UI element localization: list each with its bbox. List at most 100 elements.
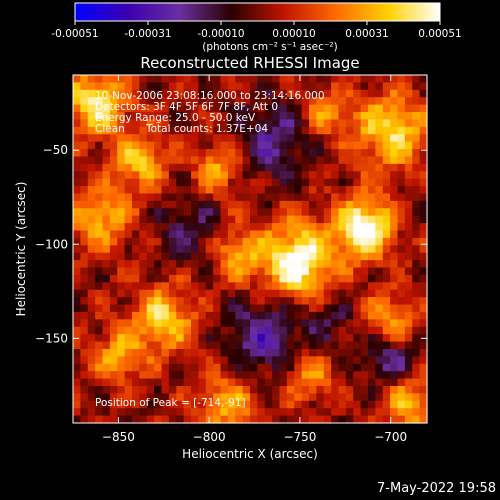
heatmap-cell xyxy=(316,334,325,343)
heatmap-cell xyxy=(191,297,199,306)
heatmap-cell xyxy=(146,215,155,224)
heatmap-cell xyxy=(301,348,310,357)
heatmap-cell xyxy=(205,252,214,261)
heatmap-cell xyxy=(205,89,214,98)
heatmap-cell xyxy=(419,215,428,224)
heatmap-cell xyxy=(279,348,288,357)
heatmap-cell xyxy=(272,215,281,224)
heatmap-cell xyxy=(301,119,310,128)
heatmap-cell xyxy=(250,311,258,320)
heatmap-cell xyxy=(331,223,340,232)
heatmap-cell xyxy=(412,400,421,409)
heatmap-cell xyxy=(279,163,288,172)
heatmap-cell xyxy=(294,393,303,402)
heatmap-cell xyxy=(109,141,118,150)
heatmap-cell xyxy=(375,141,384,150)
heatmap-cell xyxy=(213,378,222,387)
heatmap-cell xyxy=(294,104,303,113)
heatmap-cell xyxy=(345,134,354,143)
heatmap-cell xyxy=(117,104,126,113)
heatmap-cell xyxy=(132,297,140,306)
heatmap-cell xyxy=(220,326,229,335)
heatmap-cell xyxy=(227,171,236,180)
heatmap-cell xyxy=(235,97,244,106)
heatmap-cell xyxy=(80,334,89,343)
heatmap-cell xyxy=(198,193,207,202)
heatmap-cell xyxy=(183,393,192,402)
heatmap-cell xyxy=(220,126,229,135)
heatmap-cell xyxy=(323,230,332,239)
heatmap-cell xyxy=(294,97,303,106)
heatmap-cell xyxy=(213,200,222,209)
heatmap-cell xyxy=(353,223,362,232)
heatmap-cell xyxy=(146,186,155,195)
heatmap-cell xyxy=(235,223,244,232)
heatmap-cell xyxy=(412,112,421,121)
heatmap-cell xyxy=(264,341,273,350)
heatmap-cell xyxy=(301,334,310,343)
heatmap-cell xyxy=(176,104,185,113)
heatmap-cell xyxy=(345,119,354,128)
heatmap-cell xyxy=(264,223,273,232)
heatmap-cell xyxy=(235,193,244,202)
heatmap-cell xyxy=(338,348,347,357)
heatmap-cell xyxy=(191,89,199,98)
heatmap-cell xyxy=(279,363,288,372)
heatmap-cell xyxy=(73,237,81,246)
heatmap-cell xyxy=(316,415,325,424)
heatmap-cell xyxy=(390,415,399,424)
heatmap-cell xyxy=(95,237,104,246)
heatmap-cell xyxy=(338,215,347,224)
heatmap-cell xyxy=(205,215,214,224)
heatmap-cell xyxy=(353,371,362,380)
heatmap-cell xyxy=(309,149,317,158)
heatmap-cell xyxy=(382,230,391,239)
heatmap-cell xyxy=(272,171,281,180)
heatmap-cell xyxy=(412,126,421,135)
heatmap-cell xyxy=(124,215,133,224)
heatmap-cell xyxy=(117,119,126,128)
heatmap-cell xyxy=(360,297,369,306)
heatmap-cell xyxy=(360,119,369,128)
heatmap-cell xyxy=(102,282,111,291)
heatmap-cell xyxy=(109,186,118,195)
heatmap-cell xyxy=(124,415,133,424)
heatmap-cell xyxy=(382,245,391,254)
heatmap-cell xyxy=(257,400,266,409)
heatmap-cell xyxy=(338,97,347,106)
heatmap-cell xyxy=(227,297,236,306)
heatmap-cell xyxy=(95,326,104,335)
heatmap-cell xyxy=(176,297,185,306)
heatmap-cell xyxy=(331,97,340,106)
heatmap-cell xyxy=(176,186,185,195)
heatmap-cell xyxy=(124,156,133,165)
heatmap-cell xyxy=(139,400,148,409)
heatmap-cell xyxy=(316,112,325,121)
heatmap-cell xyxy=(154,260,163,269)
heatmap-cell xyxy=(272,267,281,276)
heatmap-cell xyxy=(191,126,199,135)
heatmap-cell xyxy=(242,75,251,83)
heatmap-cell xyxy=(301,267,310,276)
heatmap-cell xyxy=(227,341,236,350)
heatmap-cell xyxy=(309,289,317,298)
heatmap-cell xyxy=(397,237,406,246)
heatmap-cell xyxy=(368,356,376,365)
heatmap-cell xyxy=(213,356,222,365)
heatmap-cell xyxy=(345,186,354,195)
heatmap-cell xyxy=(176,289,185,298)
heatmap-cell xyxy=(117,126,126,135)
heatmap-cell xyxy=(235,282,244,291)
heatmap-cell xyxy=(286,89,295,98)
heatmap-cell xyxy=(419,163,428,172)
heatmap-cell xyxy=(132,371,140,380)
heatmap-cell xyxy=(412,245,421,254)
heatmap-cell xyxy=(316,319,325,328)
colorbar-tick-label: -0.00010 xyxy=(197,28,244,40)
heatmap-cell xyxy=(198,237,207,246)
heatmap-cell xyxy=(117,223,126,232)
heatmap-cell xyxy=(338,400,347,409)
heatmap-cell xyxy=(227,163,236,172)
heatmap-cell xyxy=(220,97,229,106)
heatmap-cell xyxy=(316,371,325,380)
